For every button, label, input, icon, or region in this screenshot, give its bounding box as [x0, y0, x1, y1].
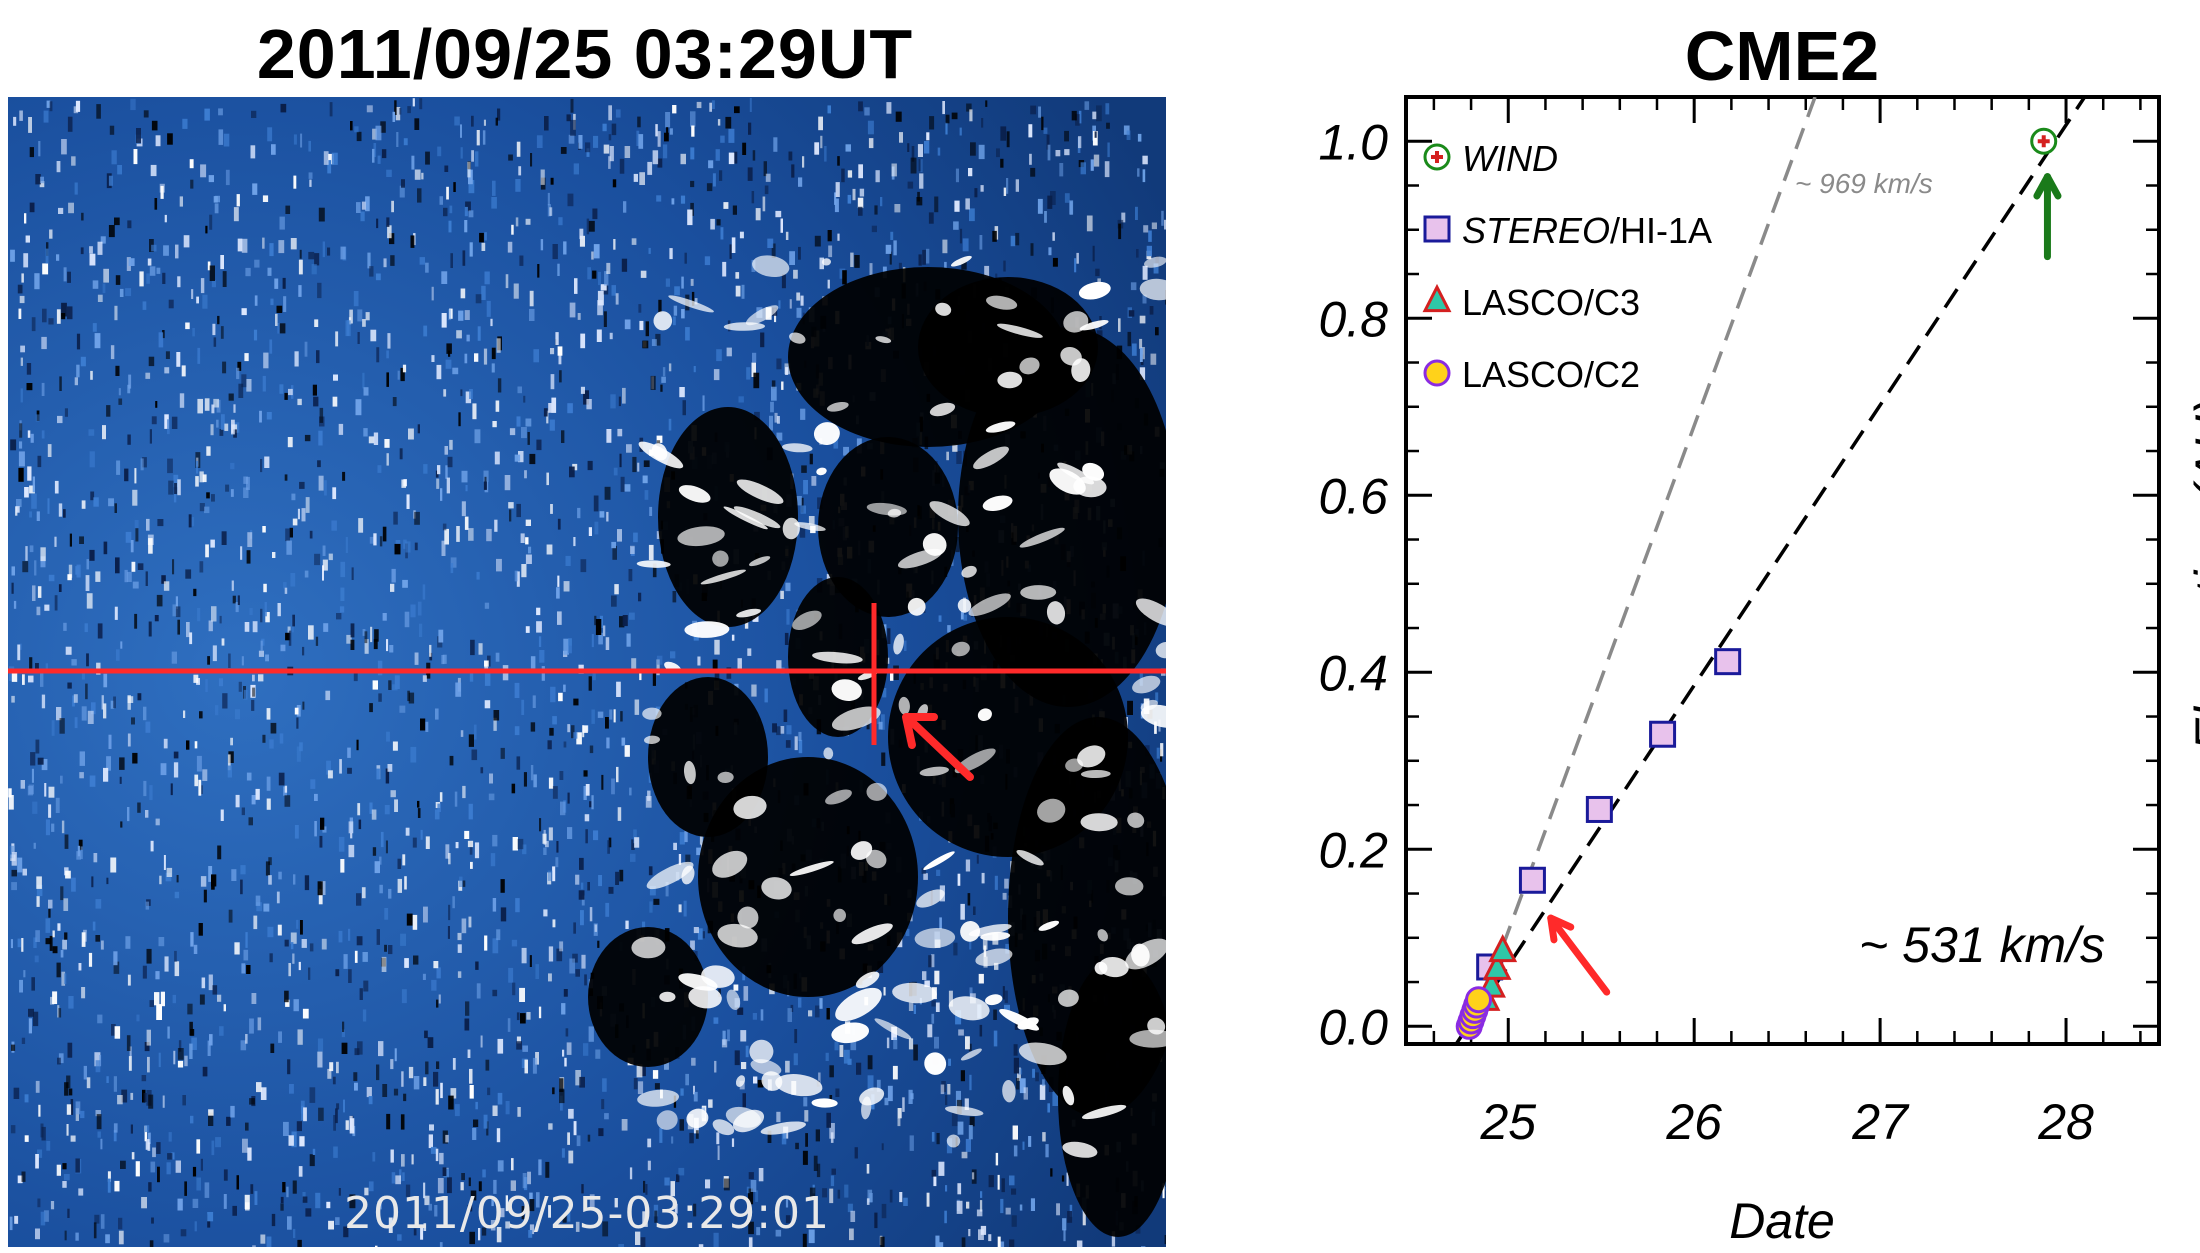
legend-marker: [1423, 215, 1451, 243]
hi1a-point: [1518, 866, 1546, 894]
image-title: 2011/09/25 03:29UT: [256, 15, 914, 93]
x-tick-label: 26: [1665, 1094, 1722, 1150]
c3-point: [1482, 951, 1512, 980]
red-crosshair: [8, 603, 1166, 745]
legend-marker: [1423, 143, 1451, 171]
wind-point: [2030, 127, 2058, 155]
image-timestamp: 2011/09/25-03:29:01: [343, 1188, 831, 1239]
x-tick-label: 27: [1851, 1094, 1910, 1150]
hi1a-point: [1585, 795, 1613, 823]
y-tick-label: 0.2: [1318, 822, 1388, 878]
hi1a-point: [1649, 720, 1677, 748]
green-arrow-chart: [2033, 173, 2062, 261]
legend-label: LASCO/C3: [1462, 282, 1640, 323]
legend-label: STEREO/HI-1A: [1462, 210, 1712, 251]
red-arrow-image: [902, 713, 974, 781]
y-axis-label: Elongation (AU): [2185, 399, 2200, 752]
legend-marker: [1423, 359, 1451, 387]
fit-line-969: [1501, 97, 1817, 948]
c2-point: [1465, 986, 1493, 1014]
y-tick-label: 0.6: [1318, 468, 1388, 524]
red-arrow-chart: [1547, 914, 1611, 996]
x-tick-label: 28: [2037, 1094, 2094, 1150]
coronagraph-image: 2011/09/25-03:29:01: [8, 97, 1166, 1247]
speed-label-969: ~ 969 km/s: [1795, 168, 1933, 199]
y-tick-label: 0.4: [1318, 645, 1388, 701]
fit-line-531: [1454, 97, 2087, 1044]
x-axis-label: Date: [1729, 1193, 1835, 1249]
y-tick-label: 1.0: [1318, 114, 1388, 170]
speed-label-531: ~ 531 km/s: [1859, 917, 2105, 973]
legend-label: WIND: [1462, 138, 1558, 179]
y-tick-label: 0.8: [1318, 291, 1388, 347]
elongation-chart: CME2 25 26 27 28 0.0 0.2 0.4 0.6 0.8 1.0 WIND STER…: [1318, 17, 2200, 1249]
hi1a-point: [1714, 648, 1742, 676]
legend-label: LASCO/C2: [1462, 354, 1640, 395]
x-tick-label: 25: [1479, 1094, 1536, 1150]
y-tick-label: 0.0: [1318, 999, 1388, 1055]
legend-marker: [1422, 283, 1452, 313]
plot-frame: [1404, 95, 2161, 1046]
chart-title: CME2: [1685, 17, 1879, 95]
c3-point: [1488, 933, 1518, 963]
